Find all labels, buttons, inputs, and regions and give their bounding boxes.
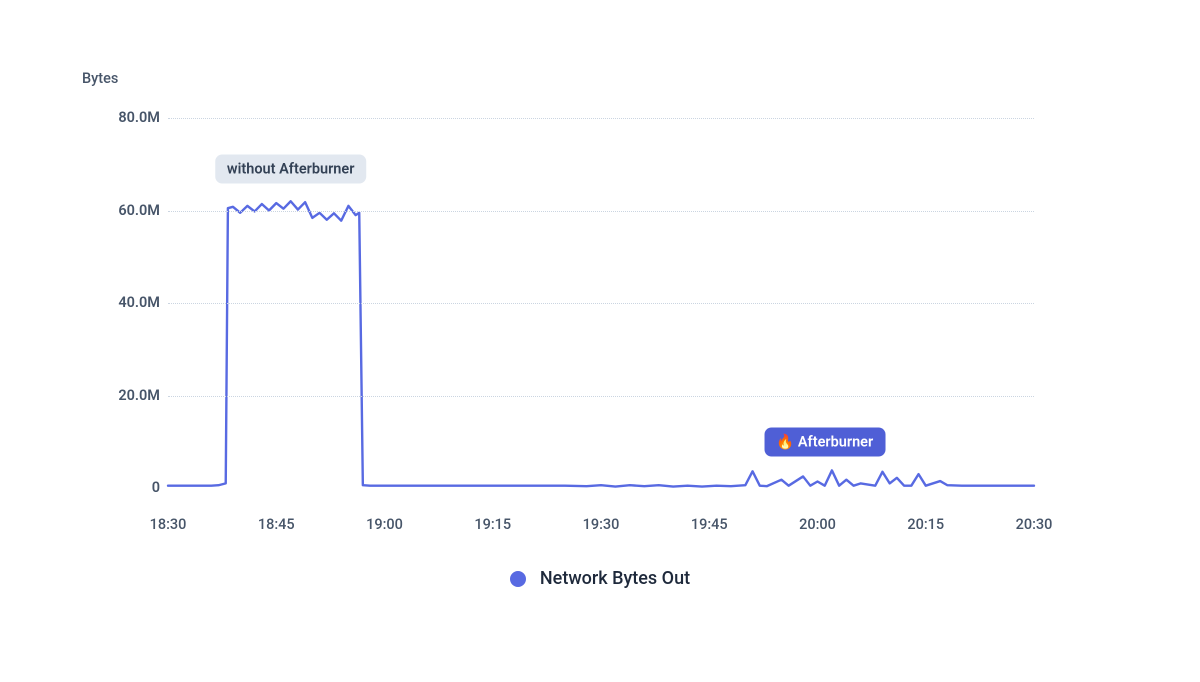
gridline — [168, 118, 1034, 119]
y-tick-label: 0 — [112, 479, 160, 496]
x-tick-label: 18:45 — [258, 516, 295, 533]
annotation-without: without Afterburner — [215, 154, 367, 183]
x-tick-label: 19:15 — [474, 516, 511, 533]
x-tick-label: 19:30 — [583, 516, 620, 533]
y-axis-title: Bytes — [82, 70, 118, 87]
legend: Network Bytes Out — [0, 568, 1200, 591]
gridline — [168, 396, 1034, 397]
x-tick-label: 19:00 — [366, 516, 403, 533]
gridline — [168, 211, 1034, 212]
x-tick-label: 18:30 — [150, 516, 187, 533]
y-tick-label: 60.0M — [112, 202, 160, 219]
plot-area: 020.0M40.0M60.0M80.0M18:3018:4519:0019:1… — [168, 118, 1034, 488]
y-tick-label: 20.0M — [112, 387, 160, 404]
legend-item-network-bytes-out: Network Bytes Out — [510, 568, 690, 589]
x-tick-label: 20:00 — [799, 516, 836, 533]
legend-label: Network Bytes Out — [540, 568, 690, 589]
y-tick-label: 40.0M — [112, 294, 160, 311]
legend-marker-icon — [510, 571, 526, 587]
annotation-with: 🔥 Afterburner — [764, 427, 885, 456]
x-tick-label: 20:15 — [907, 516, 944, 533]
gridline — [168, 303, 1034, 304]
x-tick-label: 19:45 — [691, 516, 728, 533]
network-bytes-chart: Bytes 020.0M40.0M60.0M80.0M18:3018:4519:… — [0, 0, 1200, 682]
y-tick-label: 80.0M — [112, 109, 160, 126]
x-tick-label: 20:30 — [1016, 516, 1053, 533]
